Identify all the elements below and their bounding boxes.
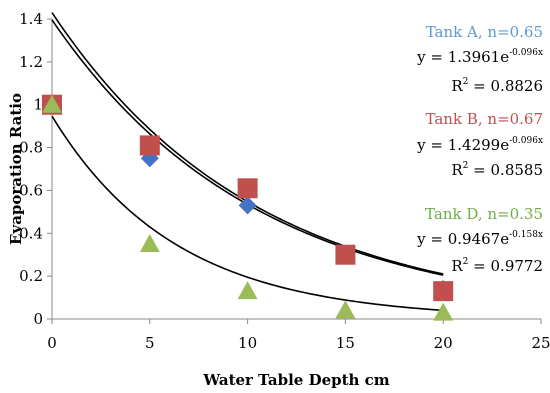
triangle-marker xyxy=(433,302,454,321)
y-tick-label: 0 xyxy=(33,310,43,328)
y-tick-label: 1.2 xyxy=(19,53,43,71)
y-tick-label: 0.4 xyxy=(19,224,43,242)
diamond-marker xyxy=(238,196,257,215)
y-tick-label: 0.6 xyxy=(19,181,43,199)
r-squared: R2 = 0.8585 xyxy=(451,161,543,179)
equation-exponent: -0.158x xyxy=(509,230,543,240)
r-squared-symbol: R xyxy=(451,77,463,95)
y-tick-label: 1 xyxy=(33,96,43,114)
r-squared-superscript: 2 xyxy=(463,161,469,171)
trend-equation: y = 0.9467e-0.158x xyxy=(416,230,543,248)
triangle-marker xyxy=(335,300,356,319)
trend-equation: y = 1.3961e-0.096x xyxy=(416,48,543,66)
r-squared-superscript: 2 xyxy=(463,77,469,87)
r-squared: R2 = 0.8826 xyxy=(451,77,543,95)
equation-exponent: -0.096x xyxy=(509,136,543,146)
trend-equation: y = 1.4299e-0.096x xyxy=(416,136,543,154)
trendline xyxy=(51,115,444,312)
equation-base: y = 1.4299e xyxy=(416,136,509,154)
equation-base: y = 0.9467e xyxy=(416,230,509,248)
trendline xyxy=(51,19,444,276)
chart-axes: 0 0.2 0.4 0.6 0.8 1 1.2 1.4 0 5 10 15 20 25 Water Tabl… xyxy=(7,10,550,389)
y-tick-label: 1.4 xyxy=(19,10,43,28)
triangle-marker xyxy=(237,281,258,300)
x-tick-label: 0 xyxy=(47,334,57,352)
square-marker xyxy=(237,178,258,199)
equation-base: y = 1.3961e xyxy=(416,48,509,66)
square-marker xyxy=(335,244,356,265)
series-label: Tank A, n=0.65 xyxy=(426,23,543,41)
triangle-marker xyxy=(139,234,160,252)
r-squared-value: = 0.8585 xyxy=(468,161,543,179)
square-marker xyxy=(433,281,454,302)
y-tick-label: 0.2 xyxy=(19,267,43,285)
r-squared-value: = 0.9772 xyxy=(468,257,543,275)
trendlines xyxy=(51,12,444,312)
r-squared-superscript: 2 xyxy=(463,257,469,267)
y-axis-title: Evaporation Ratio xyxy=(7,93,25,245)
equation-exponent: -0.096x xyxy=(509,48,543,58)
x-tick-label: 10 xyxy=(238,334,257,352)
x-axis-title: Water Table Depth cm xyxy=(202,371,389,389)
triangle-marker xyxy=(42,94,62,113)
x-tick-label: 20 xyxy=(434,334,453,352)
series-label: Tank B, n=0.67 xyxy=(426,110,544,128)
trendline xyxy=(51,12,444,275)
r-squared: R2 = 0.9772 xyxy=(451,257,543,275)
x-tick-label: 5 xyxy=(145,334,155,352)
r-squared-symbol: R xyxy=(451,257,463,275)
r-squared-symbol: R xyxy=(451,161,463,179)
series-label: Tank D, n=0.35 xyxy=(425,205,543,223)
y-tick-label: 0.8 xyxy=(19,139,43,157)
x-tick-label: 25 xyxy=(531,334,550,352)
square-marker xyxy=(139,135,160,156)
r-squared-value: = 0.8826 xyxy=(468,77,543,95)
x-tick-label: 15 xyxy=(336,334,355,352)
data-markers xyxy=(42,94,454,321)
